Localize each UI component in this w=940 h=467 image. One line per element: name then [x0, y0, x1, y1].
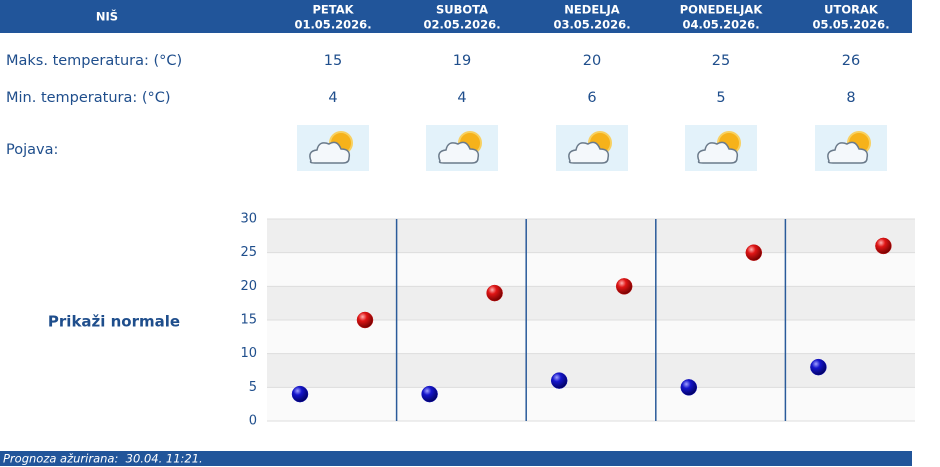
normals-link[interactable]: Prikaži normale — [48, 313, 180, 331]
max-temp: 26 — [842, 53, 860, 69]
min-point — [810, 358, 827, 376]
y-tick-label: 25 — [240, 245, 257, 260]
band — [267, 320, 915, 354]
band — [267, 219, 915, 253]
weather-icon — [297, 125, 369, 171]
day-date: 01.05.2026. — [294, 18, 371, 32]
max-point — [356, 311, 374, 329]
band — [267, 353, 915, 388]
day-date: 05.05.2026. — [812, 18, 889, 32]
min-point — [680, 379, 698, 396]
max-point — [745, 244, 763, 261]
y-tick-label: 5 — [249, 380, 257, 395]
day-name: NEDELJA — [564, 3, 619, 17]
min-temp: 5 — [716, 90, 725, 106]
header-bar — [0, 0, 912, 33]
max-point — [615, 278, 633, 295]
max-point — [875, 237, 892, 255]
row-label: Maks. temperatura: (°C) — [6, 53, 182, 69]
min-point — [291, 385, 309, 403]
max-temp: 25 — [712, 53, 730, 69]
footer-text: Prognoza ažurirana: 30.04. 11:21. — [3, 452, 203, 466]
y-tick-label: 20 — [240, 279, 257, 294]
max-temp: 20 — [583, 53, 601, 69]
location-title: NIŠ — [96, 9, 118, 24]
y-tick-label: 0 — [249, 414, 257, 429]
day-name: SUBOTA — [436, 3, 488, 17]
y-tick-label: 30 — [240, 212, 257, 227]
day-date: 04.05.2026. — [682, 18, 759, 32]
day-name: PONEDELJAK — [680, 3, 764, 17]
band — [267, 252, 915, 287]
min-temp: 8 — [846, 90, 855, 106]
weather-icon — [815, 125, 887, 171]
min-temp: 6 — [587, 90, 596, 106]
band — [267, 286, 915, 320]
y-tick-label: 10 — [240, 346, 257, 361]
max-temp: 15 — [324, 53, 342, 69]
row-label: Min. temperatura: (°C) — [6, 90, 171, 106]
min-temp: 4 — [457, 90, 466, 106]
band — [267, 387, 915, 421]
day-date: 03.05.2026. — [553, 18, 630, 32]
plot: 0 5 10 15 20 25 30 — [240, 212, 915, 429]
row-label: Pojava: — [6, 142, 58, 158]
max-point — [486, 284, 503, 302]
day-name: UTORAK — [824, 3, 879, 17]
weather-icon — [426, 125, 498, 171]
max-temp: 19 — [453, 53, 471, 69]
weather-icon — [556, 125, 628, 171]
min-temp: 4 — [328, 90, 337, 106]
y-tick-label: 15 — [240, 313, 257, 328]
min-point — [550, 372, 568, 389]
day-name: PETAK — [312, 3, 354, 17]
day-date: 02.05.2026. — [423, 18, 500, 32]
min-point — [421, 385, 438, 403]
weather-icon — [685, 125, 757, 171]
footer-bar — [0, 451, 912, 466]
